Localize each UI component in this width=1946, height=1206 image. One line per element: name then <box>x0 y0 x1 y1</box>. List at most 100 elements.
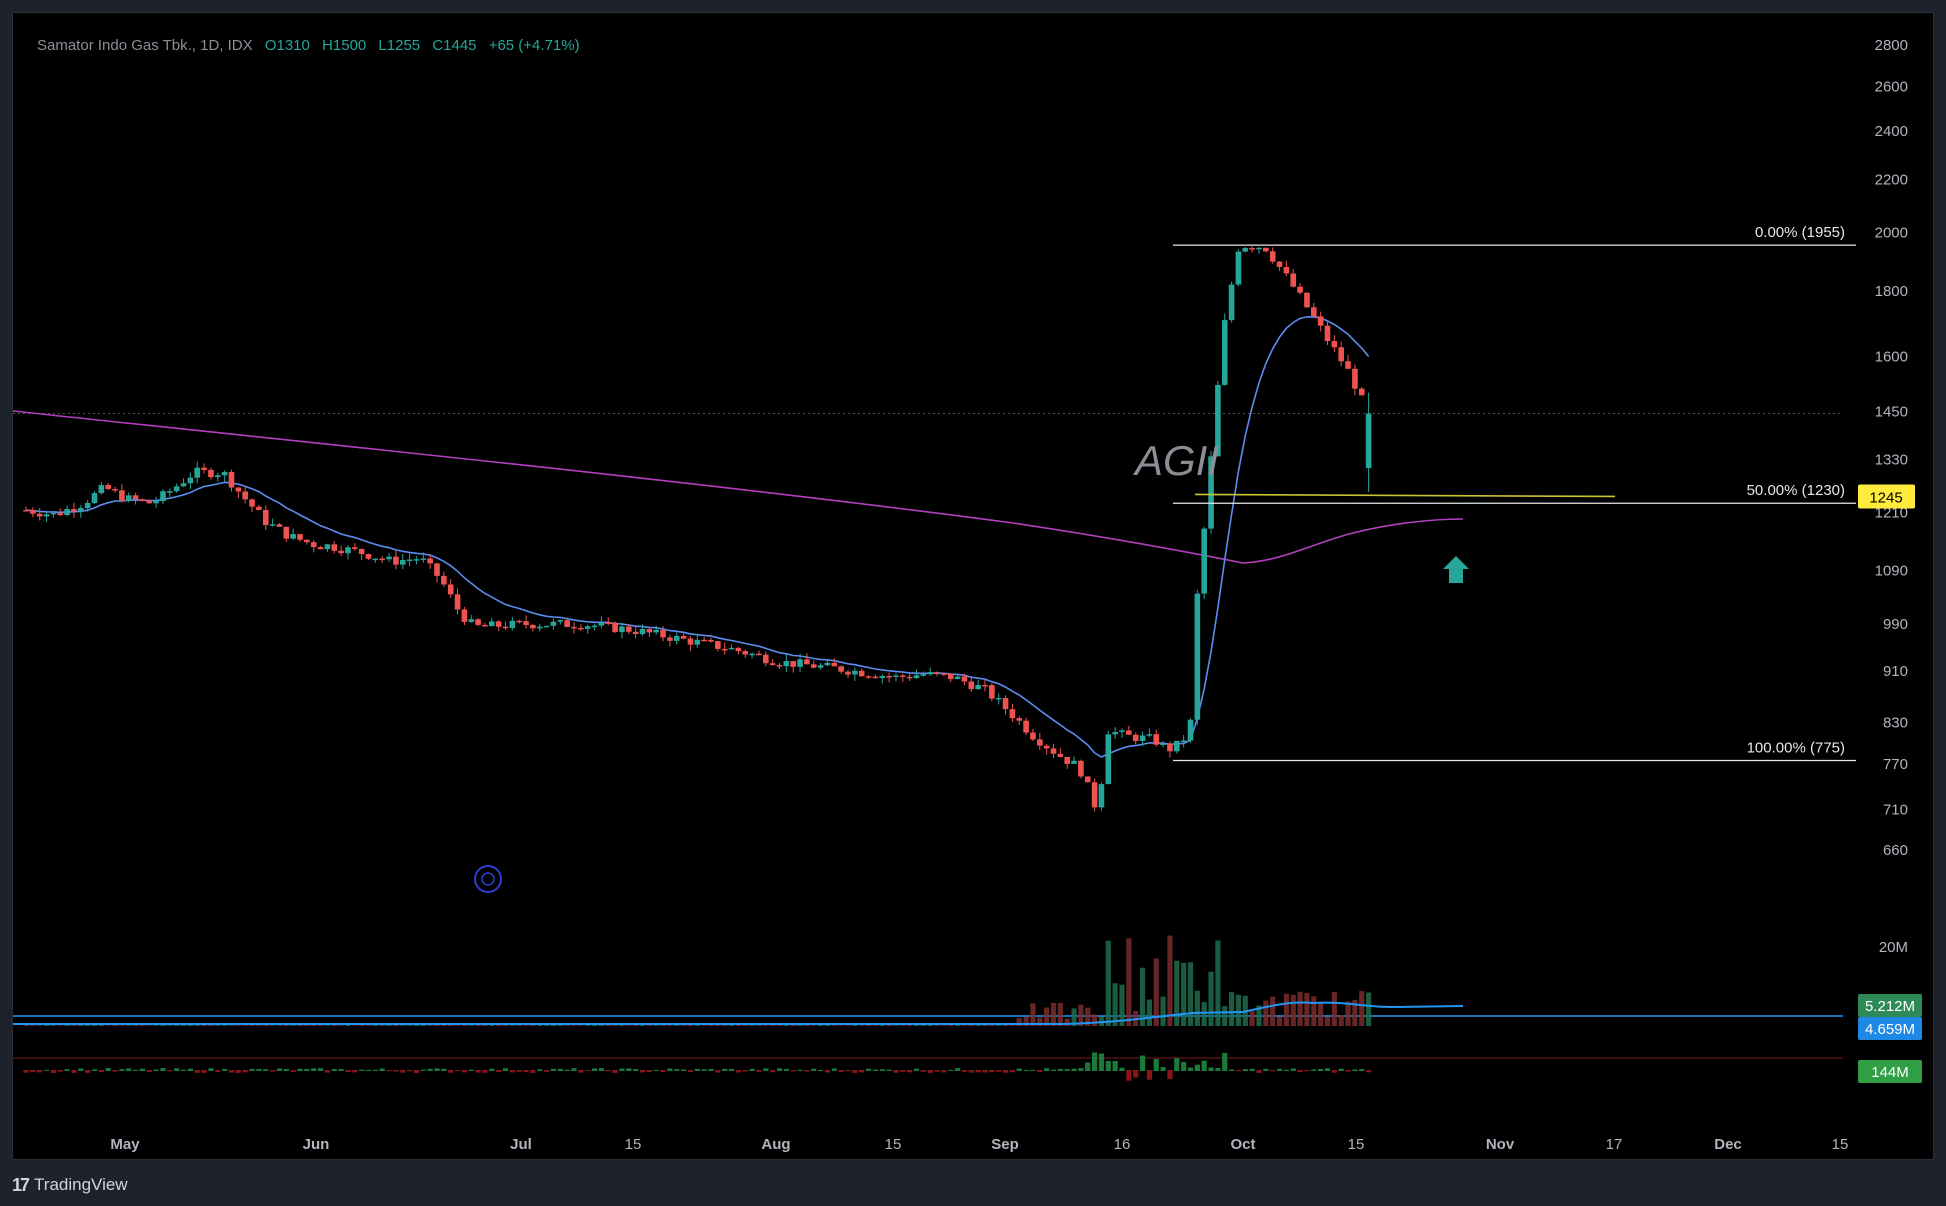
flow-bar <box>722 1068 728 1071</box>
flow-bar <box>1297 1070 1303 1073</box>
candle-body <box>201 467 207 470</box>
time-axis-label: Aug <box>761 1136 790 1153</box>
volume-bar <box>1270 996 1276 1026</box>
price-tick-label: 990 <box>1883 616 1908 633</box>
flow-bar <box>1215 1067 1221 1071</box>
candle-body <box>1256 247 1262 250</box>
flow-bar <box>1276 1068 1283 1071</box>
flow-bar <box>208 1068 214 1071</box>
volume-bar <box>1256 1005 1262 1026</box>
candle-body <box>91 493 98 503</box>
volume-bar <box>78 1024 84 1026</box>
candle-body <box>173 486 180 492</box>
flow-bar <box>496 1070 502 1073</box>
volume-bar <box>1345 1001 1351 1026</box>
volume-bar <box>722 1025 728 1026</box>
candle-body <box>317 547 324 550</box>
flow-bar <box>91 1069 98 1071</box>
ema-long-line <box>13 410 1464 564</box>
flow-bar <box>742 1070 748 1072</box>
flow-bar <box>831 1068 837 1071</box>
flow-bar <box>687 1070 694 1073</box>
flow-bar <box>564 1069 570 1071</box>
candle-body <box>735 647 742 652</box>
flow-bar <box>1146 1070 1152 1080</box>
flow-bar <box>1023 1069 1029 1071</box>
indicator-circle-icon <box>474 865 502 893</box>
candle-body <box>386 556 392 560</box>
flow-bar <box>749 1068 755 1071</box>
arrow-up-icon <box>1443 556 1469 583</box>
candle-body <box>653 629 659 633</box>
fib-label: 100.00% (775) <box>1747 740 1845 757</box>
candle-body <box>345 547 351 554</box>
time-axis-label: 17 <box>1606 1136 1623 1153</box>
volume-bar <box>1297 991 1303 1026</box>
volume-bar <box>1304 992 1310 1026</box>
volume-bar <box>359 1025 365 1026</box>
candle-body <box>30 510 36 514</box>
flow-bar <box>598 1068 604 1071</box>
flow-bar <box>228 1070 235 1073</box>
volume-bar <box>57 1025 63 1026</box>
volume-bar <box>1002 1025 1009 1026</box>
flow-bar <box>304 1069 310 1071</box>
candle-body <box>571 626 577 629</box>
candle-body <box>906 676 913 679</box>
chart-frame[interactable]: 2800 2600 2400 2200 2000 1800 1600 1450 1330 1210… <box>12 12 1934 1160</box>
flow-bar <box>886 1069 892 1071</box>
flow-bar <box>859 1070 865 1073</box>
candle-body <box>804 659 810 665</box>
candle-body <box>64 508 70 516</box>
candle-body <box>447 584 454 595</box>
candle-body <box>961 676 968 682</box>
flow-bar <box>502 1068 509 1071</box>
volume-bar <box>900 1025 906 1026</box>
price-tick-label: 2400 <box>1875 123 1908 140</box>
low-value: L1255 <box>378 37 421 54</box>
flow-bar <box>1085 1062 1091 1071</box>
volume-bar <box>1338 1014 1344 1026</box>
candle-body <box>324 544 331 550</box>
volume-bar <box>297 1025 303 1026</box>
price-chart[interactable]: 2800 2600 2400 2200 2000 1800 1600 1450 1330 1210… <box>13 13 1933 1159</box>
volume-bar <box>1215 940 1221 1026</box>
volume-bar <box>708 1024 714 1026</box>
flow-bar <box>139 1068 146 1071</box>
candle-body <box>167 491 173 493</box>
volume-bar <box>167 1025 173 1026</box>
volume-bar <box>646 1024 652 1026</box>
candle-body <box>1050 748 1057 754</box>
volume-bar <box>1153 958 1159 1026</box>
volume-bar <box>1126 938 1132 1026</box>
candle-body <box>1037 739 1043 746</box>
price-tick-label: 710 <box>1883 801 1908 818</box>
volume-bar <box>23 1024 29 1026</box>
candle-body <box>1132 734 1139 741</box>
candle-body <box>235 487 242 492</box>
volume-bar <box>180 1024 187 1026</box>
candle-body <box>98 485 105 494</box>
flow-bar <box>475 1070 481 1073</box>
tradingview-brand[interactable]: 17 TradingView <box>12 1172 128 1198</box>
candle-body <box>995 697 1002 700</box>
flow-bar <box>907 1070 913 1073</box>
candle-body <box>598 622 605 626</box>
flow-bar <box>509 1070 515 1073</box>
time-axis-label: 15 <box>1832 1136 1849 1153</box>
candle-body <box>667 637 673 641</box>
flow-bar <box>694 1068 700 1071</box>
candle-body <box>221 472 228 476</box>
high-value: H1500 <box>322 37 367 54</box>
candle-body <box>810 664 817 668</box>
volume-bar <box>222 1025 228 1026</box>
candle-body <box>728 647 735 650</box>
candle-body <box>242 491 248 500</box>
volume-bar <box>509 1025 515 1026</box>
volume-bar <box>859 1025 865 1026</box>
volume-bar <box>187 1024 193 1026</box>
flow-bar <box>955 1068 961 1071</box>
flow-bar <box>927 1070 933 1073</box>
volume-bar <box>941 1025 947 1026</box>
candle-body <box>680 635 687 639</box>
